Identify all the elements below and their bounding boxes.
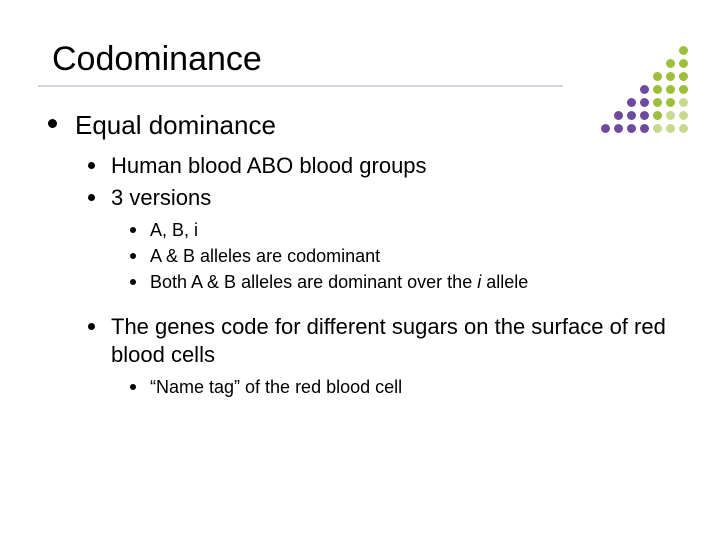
bullet-text: 3 versions bbox=[111, 184, 211, 213]
bullet-icon bbox=[48, 119, 57, 128]
level3-group: “Name tag” of the red blood cell bbox=[130, 376, 690, 399]
bullet-level3: A, B, i bbox=[130, 219, 690, 242]
text-part: allele bbox=[481, 272, 528, 292]
bullet-text: Both A & B alleles are dominant over the… bbox=[150, 271, 528, 294]
bullet-level3: Both A & B alleles are dominant over the… bbox=[130, 271, 690, 294]
slide-title: Codominance bbox=[48, 40, 690, 79]
bullet-text: A, B, i bbox=[150, 219, 198, 242]
bullet-icon bbox=[130, 227, 136, 233]
bullet-level2: 3 versions bbox=[88, 184, 690, 213]
bullet-text: Equal dominance bbox=[75, 109, 276, 142]
bullet-level1: Equal dominance bbox=[48, 109, 690, 142]
bullet-icon bbox=[130, 253, 136, 259]
bullet-icon bbox=[130, 384, 136, 390]
level2-group: Human blood ABO blood groups 3 versions … bbox=[88, 152, 690, 400]
level3-group: A, B, i A & B alleles are codominant Bot… bbox=[130, 219, 690, 295]
bullet-level3: A & B alleles are codominant bbox=[130, 245, 690, 268]
decorative-dot-grid bbox=[601, 46, 692, 137]
bullet-text: The genes code for different sugars on t… bbox=[111, 313, 690, 370]
slide-container: Codominance Equal dominance Human blood … bbox=[0, 0, 720, 540]
bullet-text: Human blood ABO blood groups bbox=[111, 152, 427, 181]
bullet-level2: Human blood ABO blood groups bbox=[88, 152, 690, 181]
bullet-icon bbox=[88, 323, 95, 330]
spacer bbox=[88, 303, 690, 309]
bullet-level2: The genes code for different sugars on t… bbox=[88, 313, 690, 370]
title-underline bbox=[38, 85, 563, 87]
bullet-level3: “Name tag” of the red blood cell bbox=[130, 376, 690, 399]
bullet-icon bbox=[88, 162, 95, 169]
bullet-icon bbox=[88, 194, 95, 201]
bullet-text: A & B alleles are codominant bbox=[150, 245, 380, 268]
bullet-text: “Name tag” of the red blood cell bbox=[150, 376, 402, 399]
bullet-icon bbox=[130, 279, 136, 285]
text-part: Both A & B alleles are dominant over the bbox=[150, 272, 477, 292]
